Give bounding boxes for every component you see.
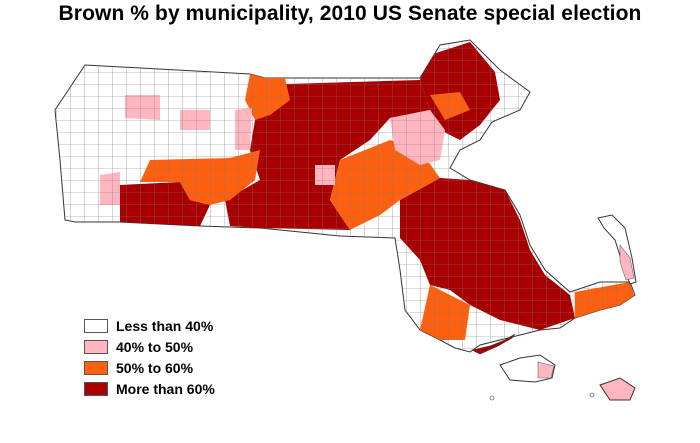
map-title: Brown % by municipality, 2010 US Senate … — [58, 2, 642, 25]
legend-swatch — [84, 381, 108, 396]
cape-cod-outer-pink — [619, 244, 635, 281]
cuttyhunk-island — [489, 395, 495, 401]
legend-item-40-to-50: 40% to 50% — [84, 336, 215, 357]
elizabeth-islands — [471, 333, 516, 355]
tuckernuck-island — [589, 392, 595, 398]
legend-swatch — [84, 339, 108, 354]
legend-label: More than 60% — [116, 380, 215, 397]
legend-swatch — [84, 360, 108, 375]
legend-swatch — [84, 318, 108, 333]
legend-label: 40% to 50% — [116, 338, 194, 355]
marthas-vineyard-pink — [537, 361, 555, 379]
legend-item-less-than-40: Less than 40% — [84, 315, 215, 336]
map-legend: Less than 40% 40% to 50% 50% to 60% More… — [84, 315, 215, 399]
legend-item-50-to-60: 50% to 60% — [84, 357, 215, 378]
legend-item-more-than-60: More than 60% — [84, 378, 215, 399]
legend-label: 50% to 60% — [116, 359, 194, 376]
nantucket — [599, 377, 636, 401]
legend-label: Less than 40% — [116, 317, 214, 334]
